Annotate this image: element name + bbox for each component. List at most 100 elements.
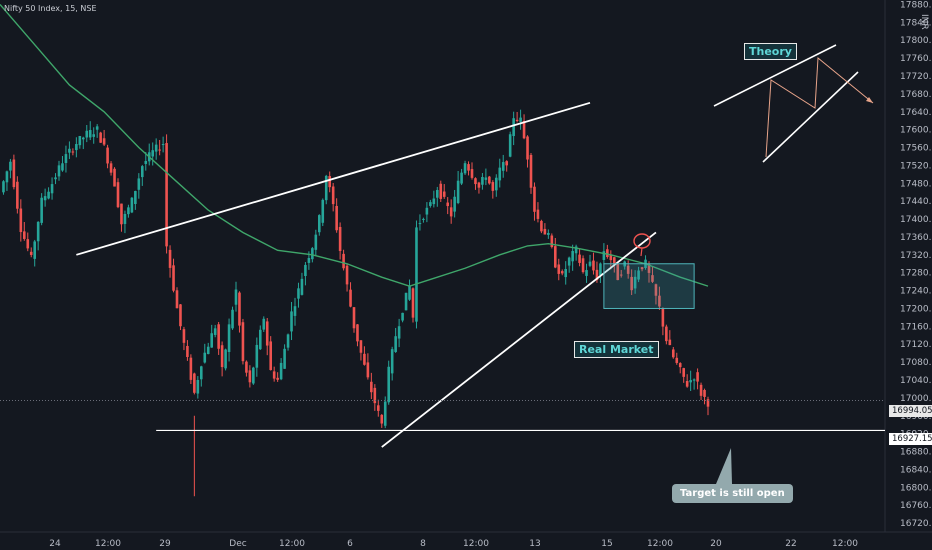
target-callout: Target is still open	[672, 484, 793, 503]
candle-body	[78, 135, 82, 146]
target-callout-pointer	[716, 448, 732, 484]
candle-body	[113, 168, 116, 187]
candle-body	[585, 270, 588, 276]
candle-body	[467, 164, 470, 171]
candle-body	[2, 181, 5, 193]
candle-body	[231, 309, 234, 329]
candle-body	[213, 328, 217, 335]
x-tick-label: 12:00	[95, 539, 121, 549]
candle-body	[616, 263, 620, 281]
candle-body	[429, 202, 432, 206]
y-tick-label: 17320.00	[900, 251, 932, 261]
candle-body	[99, 132, 102, 143]
candle-body	[401, 312, 404, 321]
candle-body	[640, 267, 644, 270]
candle-body	[696, 372, 699, 382]
candle-body	[394, 336, 397, 352]
candle-body	[130, 197, 134, 213]
candle-body	[363, 353, 366, 365]
moving-average-line	[0, 4, 709, 287]
candle-body	[453, 196, 456, 212]
candle-body	[547, 232, 550, 235]
candle-body	[533, 186, 536, 212]
candle-body	[376, 405, 380, 411]
candle-body	[411, 288, 415, 318]
candle-body	[248, 370, 252, 383]
symbol-header: Nifty 50 Index, 15, NSE	[4, 4, 97, 13]
y-tick-label: 17720.00	[900, 72, 932, 82]
candle-body	[515, 119, 519, 122]
y-tick-label: 17840.00	[900, 18, 932, 28]
candle-body	[383, 401, 387, 426]
candle-body	[127, 207, 130, 215]
candle-body	[408, 285, 411, 300]
y-tick-label: 17880.00	[900, 0, 932, 10]
candle-body	[665, 326, 668, 342]
y-tick-label: 17160.00	[900, 322, 932, 332]
candle-body	[290, 311, 293, 332]
candle-body	[186, 345, 189, 357]
y-tick-label: 17040.00	[900, 376, 932, 386]
candle-body	[685, 381, 689, 387]
candle-body	[425, 207, 429, 215]
candle-body	[158, 149, 161, 151]
candle-body	[311, 248, 314, 260]
candle-body	[179, 304, 182, 327]
candle-body	[12, 159, 16, 188]
candle-body	[286, 334, 290, 348]
candle-body	[324, 175, 328, 201]
candle-body	[359, 340, 363, 353]
candle-body	[488, 176, 491, 184]
y-tick-label: 17360.00	[900, 233, 932, 243]
candle-body	[255, 344, 259, 368]
candle-body	[373, 387, 377, 404]
candle-body	[352, 307, 356, 329]
y-tick-label: 16880.00	[900, 448, 932, 458]
candle-body	[293, 306, 297, 316]
target-price-tag: 16927.15	[889, 433, 932, 445]
candle-body	[474, 178, 477, 185]
candle-body	[33, 241, 37, 259]
candle-body	[68, 148, 71, 153]
candle-body	[588, 261, 592, 266]
candle-body	[140, 166, 144, 178]
candle-body	[581, 258, 585, 273]
candle-body	[19, 208, 23, 233]
y-tick-label: 16840.00	[900, 465, 932, 475]
candle-body	[356, 324, 359, 342]
candle-body	[241, 322, 245, 362]
consolidation-box	[603, 263, 695, 309]
y-tick-label: 17000.00	[900, 394, 932, 404]
candle-body	[123, 213, 127, 224]
candle-body	[661, 308, 665, 327]
candle-body	[675, 357, 679, 363]
candle-body	[40, 197, 43, 223]
candle-body	[193, 373, 196, 393]
candle-body	[574, 246, 578, 254]
y-tick-label: 16800.00	[900, 483, 932, 493]
candle-body	[314, 234, 318, 250]
candle-body	[505, 161, 509, 166]
candle-body	[370, 381, 373, 393]
candle-body	[154, 144, 158, 152]
candle-body	[612, 257, 616, 265]
candle-body	[258, 329, 262, 350]
candle-body	[501, 162, 505, 171]
x-tick-label: 13	[529, 539, 540, 549]
candle-body	[567, 257, 571, 266]
candle-body	[307, 258, 311, 263]
y-tick-label: 17400.00	[900, 215, 932, 225]
candle-body	[234, 289, 238, 305]
candle-body	[602, 251, 606, 260]
candle-body	[321, 199, 325, 223]
candle-body	[512, 118, 515, 137]
theory-arrowhead	[866, 97, 873, 103]
trendline-lower-rising	[381, 231, 657, 448]
candle-body	[654, 284, 658, 296]
breakdown-pointer	[640, 247, 643, 257]
candle-body	[328, 176, 332, 188]
candle-body	[498, 167, 502, 181]
